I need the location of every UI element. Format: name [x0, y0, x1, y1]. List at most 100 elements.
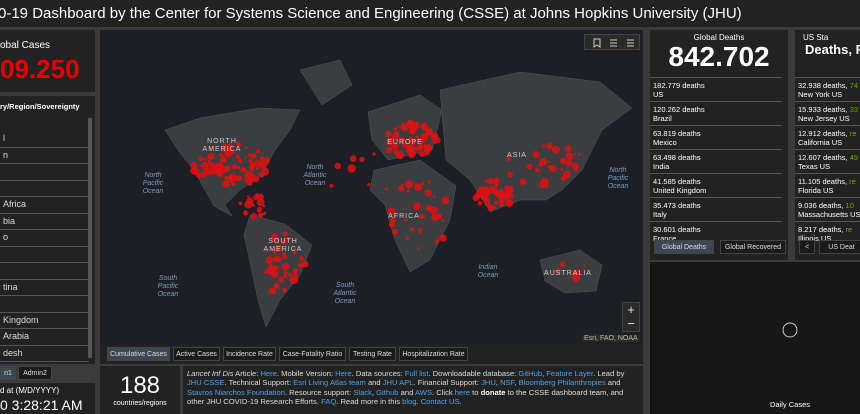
case-dot[interactable]	[573, 152, 576, 156]
case-dot[interactable]	[411, 142, 415, 146]
map-toolbar[interactable]	[584, 34, 640, 50]
case-dot[interactable]	[372, 152, 376, 156]
map-tab[interactable]: Active Cases	[173, 347, 220, 361]
case-dot[interactable]	[434, 134, 438, 139]
case-dot[interactable]	[244, 200, 253, 209]
case-dot[interactable]	[271, 248, 274, 251]
case-dot[interactable]	[253, 194, 259, 201]
case-dot[interactable]	[419, 137, 426, 144]
case-dot[interactable]	[441, 196, 450, 205]
scrollbar[interactable]	[88, 118, 92, 358]
case-dot[interactable]	[541, 144, 546, 148]
info-link[interactable]: Contact US	[420, 397, 460, 407]
case-dot[interactable]	[225, 166, 229, 170]
case-dot[interactable]	[428, 147, 432, 151]
case-dot[interactable]	[393, 127, 397, 131]
case-dot[interactable]	[485, 186, 491, 192]
case-dot[interactable]	[203, 157, 207, 161]
country-row[interactable]: bia	[0, 213, 89, 230]
info-link[interactable]: Here	[260, 369, 277, 378]
country-row[interactable]: n	[0, 147, 89, 164]
case-dot[interactable]	[526, 163, 533, 170]
case-dot[interactable]	[201, 161, 209, 170]
map-tab[interactable]: Cumulative Cases	[107, 347, 170, 361]
us-state-row[interactable]: 12.607 deaths, 49 Texas US	[795, 150, 860, 174]
us-state-row[interactable]: 8.217 deaths, re Illinois US	[795, 222, 860, 242]
global-deaths-row[interactable]: 120.262 deaths Brazil	[650, 102, 782, 126]
global-deaths-row[interactable]: 41.585 deaths United Kingdom	[650, 174, 782, 198]
case-dot[interactable]	[237, 166, 241, 170]
case-dot[interactable]	[423, 148, 431, 156]
case-dot[interactable]	[398, 185, 405, 192]
us-state-row[interactable]: 9.036 deaths, 10 Massachusetts US	[795, 198, 860, 222]
case-dot[interactable]	[564, 145, 572, 152]
info-link[interactable]: Feature Layer	[546, 369, 594, 378]
case-dot[interactable]	[555, 267, 561, 274]
case-dot[interactable]	[539, 158, 547, 166]
global-deaths-row[interactable]: 35.473 deaths Italy	[650, 198, 782, 222]
case-dot[interactable]	[283, 274, 288, 279]
case-dot[interactable]	[196, 172, 202, 179]
us-state-row[interactable]: 12.912 deaths, re California US	[795, 126, 860, 150]
zoom-controls[interactable]: + −	[622, 302, 640, 332]
case-dot[interactable]	[410, 127, 417, 134]
case-dot[interactable]	[551, 145, 561, 154]
case-dot[interactable]	[519, 178, 527, 186]
case-dot[interactable]	[389, 211, 392, 214]
country-row[interactable]	[0, 180, 89, 197]
case-dot[interactable]	[247, 153, 252, 157]
case-dot[interactable]	[257, 212, 264, 218]
case-dot[interactable]	[425, 131, 430, 135]
case-dot[interactable]	[385, 187, 389, 191]
case-dot[interactable]	[281, 262, 290, 271]
case-dot[interactable]	[294, 273, 298, 277]
case-dot[interactable]	[406, 119, 414, 127]
case-dot[interactable]	[387, 207, 396, 216]
case-dot[interactable]	[264, 250, 268, 254]
case-dot[interactable]	[393, 148, 399, 155]
case-dot[interactable]	[275, 244, 283, 252]
country-row[interactable]: Arabia	[0, 328, 89, 346]
country-row[interactable]: desh	[0, 345, 89, 362]
case-dot[interactable]	[209, 167, 217, 175]
case-dot[interactable]	[262, 204, 266, 208]
case-dot[interactable]	[483, 194, 486, 197]
case-dot[interactable]	[406, 146, 414, 154]
case-dot[interactable]	[391, 142, 399, 150]
case-dot[interactable]	[565, 159, 573, 167]
case-dot[interactable]	[255, 159, 258, 163]
case-dot[interactable]	[492, 206, 496, 210]
case-dot[interactable]	[418, 151, 423, 156]
case-dot[interactable]	[507, 171, 513, 178]
info-link[interactable]: Full list	[404, 369, 429, 378]
case-dot[interactable]	[219, 158, 225, 163]
case-dot[interactable]	[414, 182, 423, 192]
case-dot[interactable]	[349, 155, 357, 162]
case-dot[interactable]	[263, 270, 267, 274]
admin-tab[interactable]: n1	[0, 366, 16, 380]
case-dot[interactable]	[405, 236, 409, 241]
case-dot[interactable]	[494, 182, 499, 186]
case-dot[interactable]	[400, 123, 408, 131]
case-dot[interactable]	[415, 135, 420, 139]
case-dot[interactable]	[216, 170, 224, 178]
case-dot[interactable]	[273, 282, 280, 289]
us-state-row[interactable]: 32.938 deaths, 74 New York US	[795, 78, 860, 102]
case-dot[interactable]	[417, 227, 423, 233]
info-link[interactable]: JHU	[481, 378, 496, 388]
case-dot[interactable]	[276, 239, 279, 242]
case-dot[interactable]	[208, 162, 215, 169]
global-deaths-tab[interactable]: Global Recovered	[720, 240, 786, 254]
case-dot[interactable]	[535, 167, 540, 173]
case-dot[interactable]	[255, 148, 261, 154]
case-dot[interactable]	[546, 142, 553, 150]
case-dot[interactable]	[504, 190, 513, 199]
info-link[interactable]: NSF	[500, 378, 515, 388]
case-dot[interactable]	[231, 181, 236, 186]
info-link[interactable]: Bloomberg Philanthropies	[518, 378, 606, 388]
case-dot[interactable]	[293, 247, 296, 251]
info-link[interactable]: Github	[376, 387, 399, 397]
case-dot[interactable]	[281, 239, 288, 245]
case-dot[interactable]	[563, 170, 571, 179]
case-dot[interactable]	[392, 132, 400, 140]
